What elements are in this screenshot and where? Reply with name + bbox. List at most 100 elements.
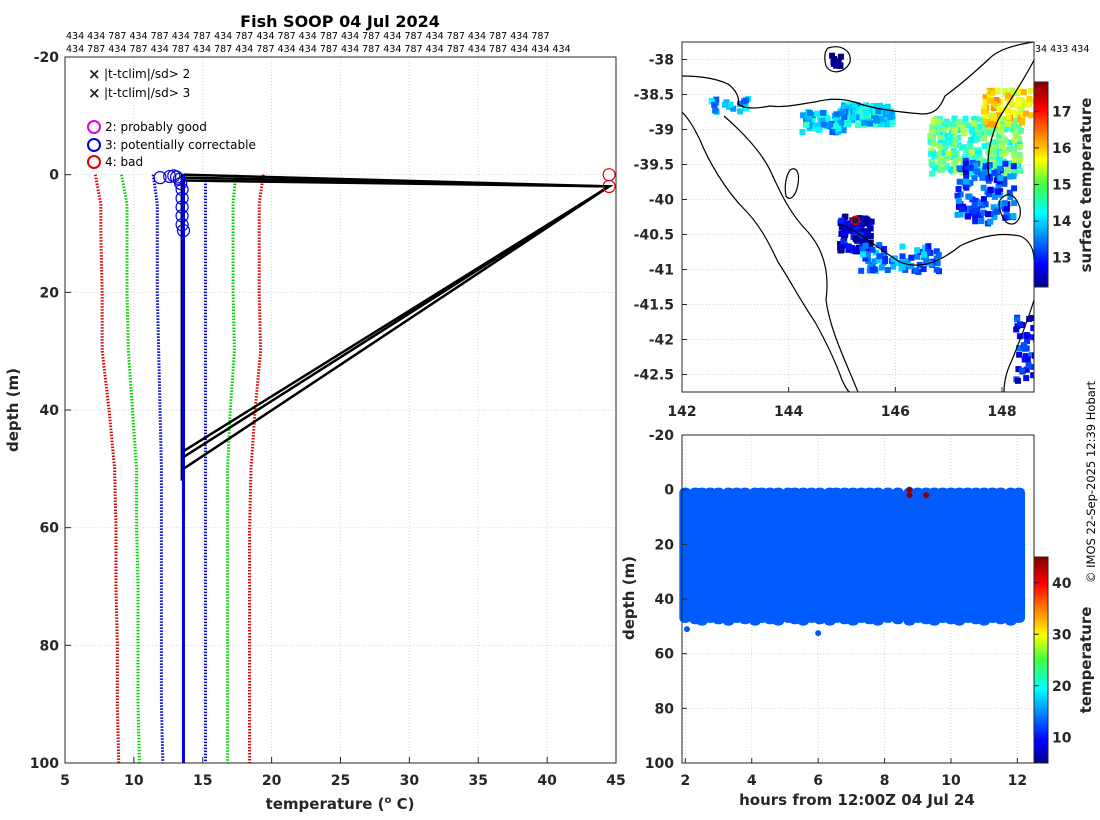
sst-pixel (971, 116, 978, 123)
sst-pixel (845, 120, 852, 127)
sst-pixel (859, 246, 866, 253)
profile-xtick-label: 5 (60, 773, 70, 789)
sst-pixel (869, 246, 876, 253)
sst-pixel (965, 122, 972, 129)
map-platform-ids: 34 433 434 (1035, 44, 1089, 55)
sst-pixel (875, 108, 882, 115)
temperature-colorbar-tick-label: 20 (1052, 679, 1072, 695)
sst-pixel (987, 155, 994, 162)
section-profile-band (813, 487, 826, 625)
sst-pixel (908, 263, 915, 270)
track-point-green-x: × (850, 214, 860, 228)
sst-pixel (951, 164, 958, 171)
sst-pixel (991, 170, 998, 177)
sst-pixel (890, 256, 897, 263)
sst-pixel (961, 130, 968, 137)
sst-pixel (942, 139, 949, 146)
sst-pixel (956, 178, 963, 185)
map-ytick-label: -39.5 (634, 158, 674, 174)
sst-pixel (947, 134, 954, 141)
sst-pixel (721, 101, 728, 108)
section-ytick-label: 0 (664, 483, 674, 499)
sst-pixel (1014, 101, 1021, 108)
sst-pixel (920, 266, 927, 273)
sst-pixel (986, 129, 993, 136)
profile-xtick-label: 25 (331, 773, 350, 789)
sst-pixel (887, 108, 894, 115)
sst-pixel (876, 253, 883, 260)
sst-pixel (989, 89, 996, 96)
sst-colorbar-tick-label: 16 (1052, 141, 1071, 157)
section-ytick-label: -20 (649, 428, 675, 444)
sst-pixel (977, 199, 984, 206)
sst-pixel (859, 228, 866, 235)
profile-xtick-label: 35 (469, 773, 488, 789)
sst-colorbar-tick-label: 13 (1052, 251, 1071, 267)
section-y-ticks: -20 0 20 40 60 80 100 (645, 428, 687, 772)
sst-pixel (895, 259, 902, 266)
legend-marker-x-green: × (88, 65, 101, 83)
section-profile-band (712, 487, 725, 625)
flag3-point (175, 218, 189, 232)
profile-spike-line (182, 179, 614, 470)
sst-pixel (998, 124, 1005, 131)
sst-pixel (864, 251, 871, 258)
sst-pixel (928, 130, 935, 137)
sst-pixel (986, 191, 993, 198)
sst-pixel (884, 108, 891, 115)
profile-ytick-label: 60 (40, 521, 60, 537)
sst-pixel (1014, 316, 1021, 323)
section-xtick-label: 10 (941, 773, 961, 789)
sst-pixel (980, 158, 987, 165)
sst-pixel (835, 58, 842, 65)
track-point-red (850, 215, 861, 226)
sst-pixel (1001, 176, 1008, 183)
sst-pixel (858, 236, 865, 243)
sst-pixel (846, 227, 853, 234)
sst-colorbar-label: surface temperature (1077, 98, 1095, 273)
sst-pixel (1024, 356, 1031, 363)
sst-pixel (952, 157, 959, 164)
temperature-colorbar-tick-label: 30 (1052, 627, 1072, 643)
sst-pixel (975, 130, 982, 137)
sst-pixel (972, 211, 979, 218)
sst-pixel (1002, 150, 1009, 157)
sst-pixel (899, 243, 906, 250)
sst-pixel (997, 106, 1004, 113)
sst-pixel (957, 191, 964, 198)
temperature-colorbar (1033, 556, 1049, 764)
sst-pixel (960, 124, 967, 131)
sst-pixel (876, 242, 883, 249)
sst-pixel (955, 203, 962, 210)
sst-pixel (867, 106, 874, 113)
sst-pixel (832, 114, 839, 121)
sst-pixel (887, 114, 894, 121)
profile-xtick-label: 10 (124, 773, 144, 789)
profile-lines (180, 173, 614, 763)
sst-colorbar-tick-label: 14 (1052, 214, 1072, 230)
section-profile-band (871, 487, 884, 626)
sst-pixel (1005, 92, 1012, 99)
map-x-ticks: 142 144 146 148 (667, 387, 1017, 420)
sst-pixel (937, 142, 944, 149)
sst-pixel (872, 249, 879, 256)
sst-pixel (1033, 312, 1034, 319)
sst-pixel (951, 120, 958, 127)
sst-pixel (963, 169, 970, 176)
sst-pixel (993, 208, 1000, 215)
sst-pixel (951, 140, 958, 147)
sst-pixel (1015, 124, 1022, 131)
sst-pixel (1014, 110, 1021, 117)
sst-pixel (1017, 167, 1024, 174)
sst-pixel (864, 216, 871, 223)
profile-legend: × |t-tclim|/sd> 2 × |t-tclim|/sd> 3 2: p… (87, 65, 256, 169)
flag3-point (153, 171, 167, 185)
flag4-point (602, 179, 616, 194)
map-ytick-label: -38.5 (634, 88, 674, 104)
sst-pixel (850, 114, 857, 121)
sst-pixel (978, 218, 985, 225)
sst-pixel (994, 102, 1001, 109)
sst-pixel (937, 134, 944, 141)
profile-panel: 5 10 15 20 25 30 35 40 45 -20 0 20 40 60 80 100 Fish S… (4, 12, 626, 813)
